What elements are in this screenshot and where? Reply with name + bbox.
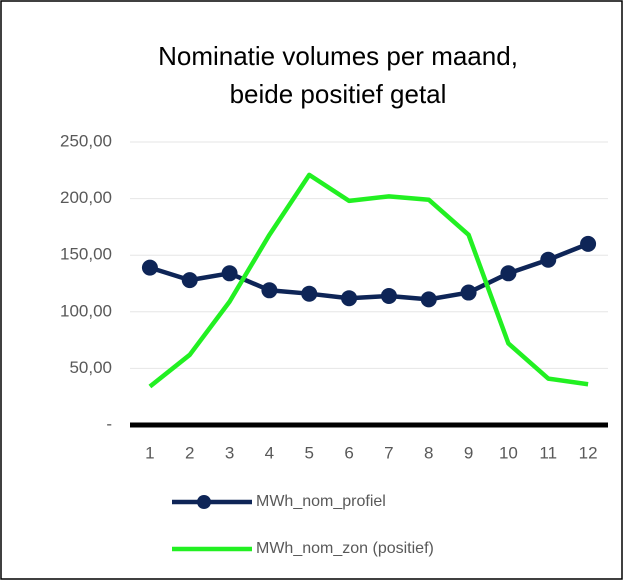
data-point xyxy=(221,265,238,282)
data-point xyxy=(261,282,278,299)
data-point xyxy=(580,235,597,252)
data-point xyxy=(460,284,477,301)
legend-marker xyxy=(197,495,211,509)
x-tick-label: 1 xyxy=(145,443,154,462)
data-point xyxy=(500,265,517,282)
data-point xyxy=(420,291,437,308)
x-tick-label: 11 xyxy=(539,443,557,462)
data-point xyxy=(341,290,358,307)
series-line xyxy=(148,172,589,389)
x-tick-label: 5 xyxy=(305,443,314,462)
data-point xyxy=(301,285,318,302)
x-tick-label: 3 xyxy=(225,443,234,462)
y-tick-label: 100,00 xyxy=(60,301,112,320)
x-tick-label: 12 xyxy=(579,443,598,462)
chart-title: beide positief getal xyxy=(230,79,447,109)
x-tick-label: 8 xyxy=(424,443,433,462)
legend-label: MWh_nom_zon (positief) xyxy=(256,540,434,557)
x-tick-label: 2 xyxy=(185,443,194,462)
legend-label: MWh_nom_profiel xyxy=(256,493,386,510)
chart-title: Nominatie volumes per maand, xyxy=(158,41,518,71)
data-point xyxy=(181,272,198,289)
data-point xyxy=(380,287,397,304)
y-tick-label: 50,00 xyxy=(69,358,112,377)
data-point xyxy=(141,259,158,276)
y-tick-label: 250,00 xyxy=(60,131,112,150)
y-tick-label: 200,00 xyxy=(60,188,112,207)
y-tick-label: - xyxy=(106,414,112,433)
x-tick-label: 9 xyxy=(464,443,473,462)
x-tick-label: 6 xyxy=(344,443,353,462)
x-tick-label: 4 xyxy=(265,443,274,462)
data-point xyxy=(540,251,557,268)
x-tick-label: 7 xyxy=(384,443,393,462)
x-tick-label: 10 xyxy=(499,443,518,462)
y-tick-label: 150,00 xyxy=(60,245,112,264)
